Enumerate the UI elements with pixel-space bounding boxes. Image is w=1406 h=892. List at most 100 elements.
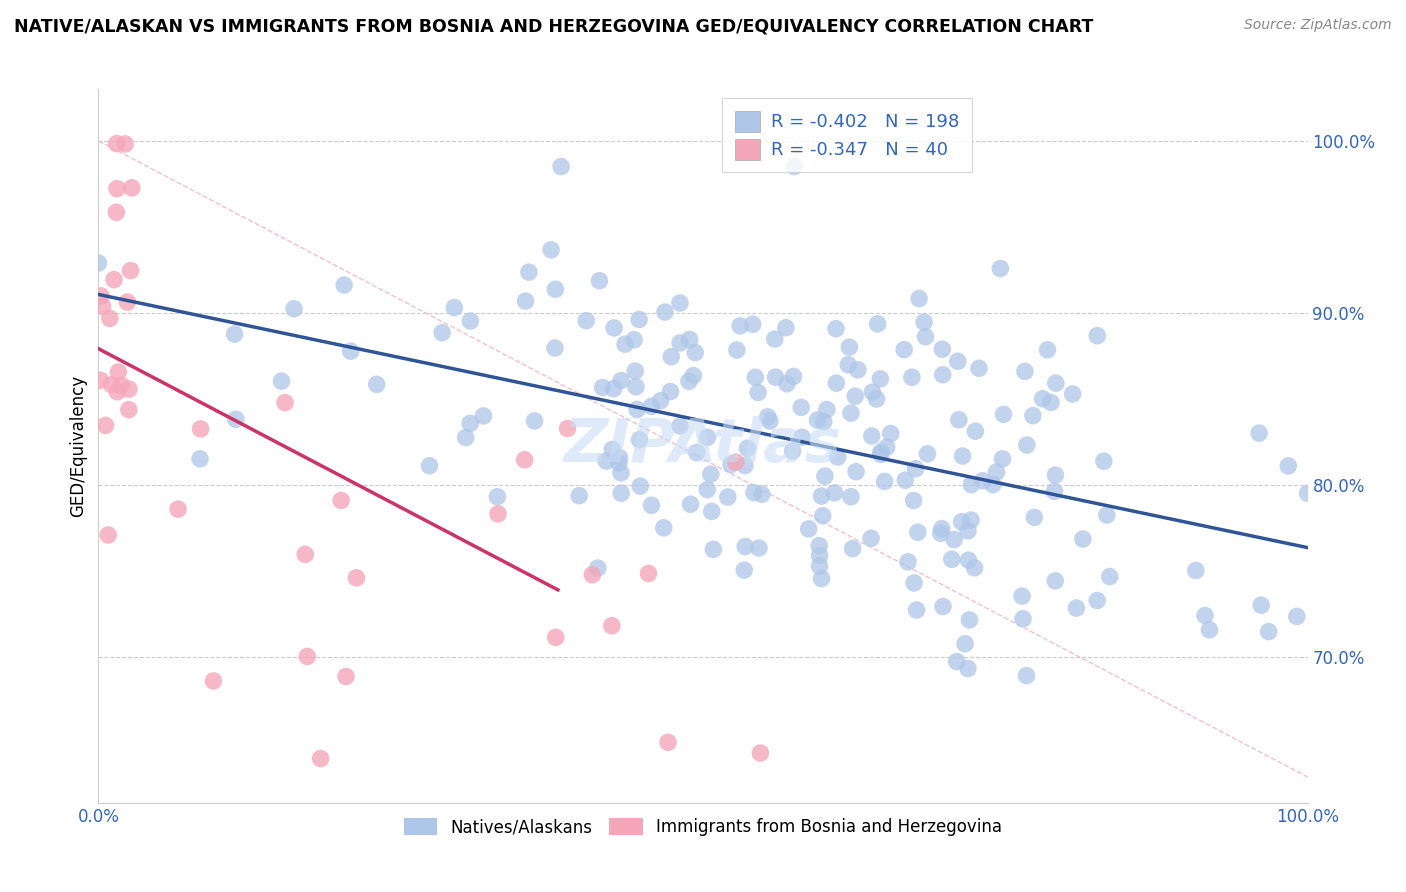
Point (575, 314, 598, 328)
Text: ZIPAtlas: ZIPAtlas (564, 417, 842, 475)
Point (202, 673, 225, 688)
Point (430, 326, 453, 340)
Point (628, 433, 651, 447)
Point (846, 363, 869, 377)
Point (1296, 486, 1319, 500)
Point (808, 549, 831, 563)
Point (167, 502, 190, 516)
Point (751, 487, 773, 501)
Point (880, 426, 903, 441)
Point (540, 243, 562, 257)
Point (860, 531, 883, 545)
Point (841, 541, 863, 556)
Point (782, 444, 804, 458)
Point (1062, 387, 1084, 401)
Point (811, 508, 834, 523)
Point (1015, 438, 1038, 452)
Point (1024, 510, 1046, 524)
Point (702, 542, 724, 557)
Point (600, 442, 623, 457)
Point (110, 378, 132, 392)
Point (797, 522, 820, 536)
Point (734, 458, 756, 473)
Point (333, 278, 356, 293)
Point (682, 368, 704, 383)
Point (344, 571, 367, 585)
Point (945, 655, 967, 669)
Point (339, 344, 361, 359)
Point (1098, 569, 1121, 583)
Point (418, 458, 440, 473)
Point (929, 526, 952, 541)
Point (486, 507, 509, 521)
Point (765, 370, 787, 384)
Point (901, 370, 924, 384)
Point (640, 400, 662, 414)
Legend: Natives/Alaskans, Immigrants from Bosnia and Herzegovina: Natives/Alaskans, Immigrants from Bosnia… (395, 810, 1011, 845)
Point (595, 454, 617, 468)
Point (876, 440, 898, 454)
Point (89, 373, 111, 387)
Point (728, 318, 751, 333)
Point (941, 552, 963, 566)
Point (517, 265, 540, 279)
Point (460, 314, 482, 328)
Text: Source: ZipAtlas.com: Source: ZipAtlas.com (1244, 18, 1392, 32)
Point (1032, 392, 1054, 406)
Point (592, 380, 614, 394)
Point (912, 315, 935, 329)
Point (810, 489, 832, 503)
Point (1011, 589, 1033, 603)
Point (1184, 564, 1206, 578)
Point (865, 392, 887, 406)
Point (905, 603, 928, 617)
Point (1092, 454, 1115, 468)
Point (685, 345, 707, 359)
Point (486, 490, 509, 504)
Point (544, 630, 567, 644)
Point (610, 466, 633, 480)
Point (931, 522, 953, 536)
Point (294, 547, 316, 561)
Point (763, 332, 786, 346)
Point (1198, 623, 1220, 637)
Point (747, 385, 769, 400)
Point (838, 340, 860, 354)
Point (700, 504, 723, 518)
Point (544, 341, 567, 355)
Point (657, 735, 679, 749)
Point (87, 256, 110, 270)
Point (669, 296, 692, 310)
Point (586, 561, 609, 575)
Point (94, 418, 117, 433)
Point (117, 295, 139, 310)
Point (100, 377, 122, 392)
Point (1015, 668, 1038, 682)
Point (1250, 598, 1272, 612)
Point (827, 450, 849, 464)
Point (908, 292, 931, 306)
Point (963, 561, 986, 575)
Point (679, 333, 702, 347)
Point (624, 380, 647, 394)
Point (1085, 328, 1108, 343)
Point (824, 486, 846, 500)
Point (956, 524, 979, 538)
Point (860, 385, 883, 400)
Point (105, 384, 128, 399)
Point (1043, 484, 1066, 499)
Point (454, 431, 477, 445)
Point (837, 358, 859, 372)
Point (550, 160, 572, 174)
Point (295, 649, 318, 664)
Point (932, 368, 955, 382)
Point (776, 376, 799, 391)
Point (965, 424, 987, 438)
Point (790, 401, 813, 415)
Point (948, 413, 970, 427)
Point (870, 445, 893, 459)
Point (756, 409, 779, 424)
Point (845, 465, 868, 479)
Point (806, 413, 828, 427)
Point (458, 417, 481, 431)
